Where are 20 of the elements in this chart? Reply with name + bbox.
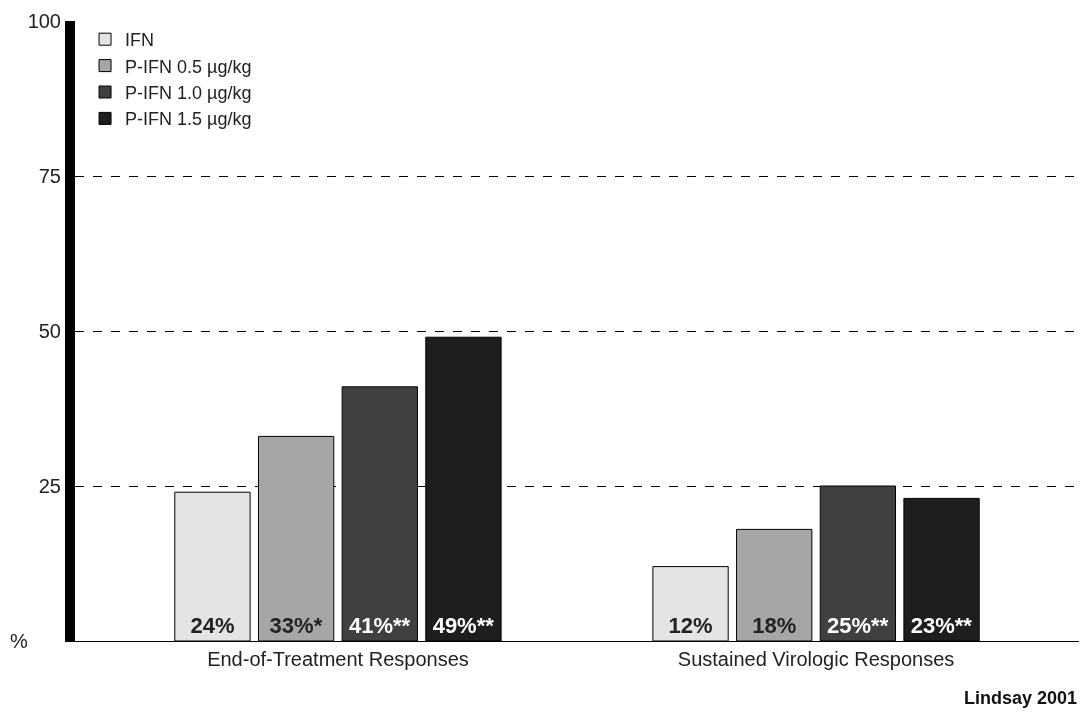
data-label: 23%** xyxy=(910,613,973,638)
data-label: 18% xyxy=(752,613,797,638)
data-label: 12% xyxy=(668,613,713,638)
data-label: 49%** xyxy=(432,613,495,638)
text: Lindsay 2001 xyxy=(964,688,1078,708)
x-tick-label: Sustained Virologic Responses xyxy=(677,648,955,670)
y-tick-label: 50 xyxy=(38,320,61,342)
y-tick-label: 25 xyxy=(38,475,61,497)
data-label: 24% xyxy=(190,613,235,638)
y-tick-label: 100 xyxy=(27,10,61,32)
legend-label: P-IFN 1.5 µg/kg xyxy=(125,109,252,130)
x-tick-label: End-of-Treatment Responses xyxy=(207,648,469,670)
y-tick-label: 75 xyxy=(38,165,61,187)
data-label: 33%* xyxy=(269,613,323,638)
legend-label: P-IFN 0.5 µg/kg xyxy=(125,56,252,77)
y-axis-title: % xyxy=(10,630,28,652)
legend-label: IFN xyxy=(125,30,155,51)
legend-label: P-IFN 1.0 µg/kg xyxy=(125,83,252,104)
data-label: 41%** xyxy=(348,613,411,638)
data-label: 25%** xyxy=(827,613,889,638)
